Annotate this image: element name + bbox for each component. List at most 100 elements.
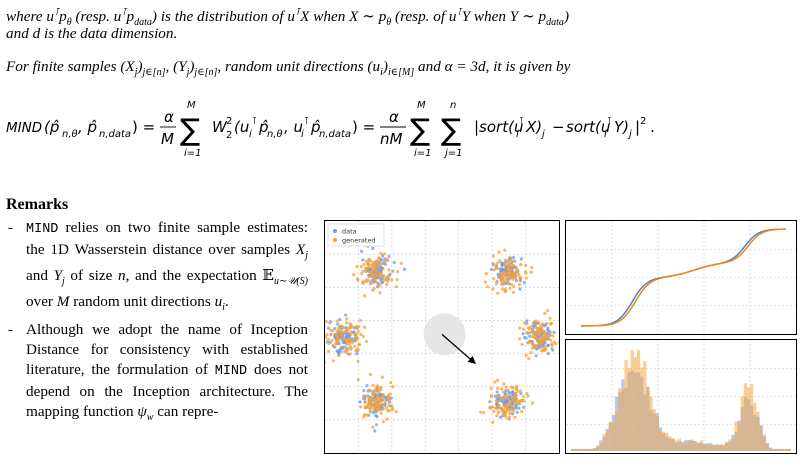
generated-point — [515, 389, 519, 394]
hist-bar-generated — [687, 441, 691, 451]
generated-point — [530, 401, 534, 405]
data-point — [383, 262, 388, 266]
svg-text:⊺: ⊺ — [252, 116, 257, 127]
legend-marker-generated — [333, 238, 337, 242]
svg-text:, u: , u — [284, 118, 303, 136]
generated-point — [492, 409, 496, 413]
scatter-plot-panel: data generated — [324, 220, 560, 454]
generated-point — [521, 327, 526, 331]
generated-point — [394, 284, 398, 289]
generated-point — [375, 408, 379, 413]
generated-point — [330, 338, 334, 343]
generated-point — [380, 262, 385, 266]
generated-point — [489, 386, 493, 391]
generated-point — [364, 259, 369, 263]
generated-point — [520, 342, 524, 347]
svg-text:|sort(u: |sort(u — [474, 118, 523, 136]
generated-point — [494, 266, 498, 270]
generated-point — [395, 278, 399, 282]
generated-point — [540, 345, 544, 349]
generated-point — [512, 272, 516, 276]
data-point — [528, 334, 532, 338]
hist-bar-generated — [611, 423, 615, 451]
generated-point — [361, 269, 365, 273]
generated-point — [387, 268, 391, 272]
generated-point — [325, 335, 328, 339]
generated-point — [356, 359, 360, 364]
data-point — [488, 400, 492, 404]
generated-point — [525, 331, 529, 335]
generated-point — [363, 400, 367, 404]
hist-bar-generated — [693, 441, 697, 451]
data-point — [326, 326, 331, 330]
generated-point — [515, 384, 519, 388]
generated-point — [345, 348, 349, 352]
svg-text:n,data: n,data — [319, 129, 351, 140]
svg-text:n,θ: n,θ — [62, 129, 78, 140]
generated-point — [362, 325, 367, 329]
hist-bar-generated — [690, 439, 694, 451]
generated-point — [548, 316, 552, 320]
generated-point — [333, 332, 337, 337]
generated-point — [339, 324, 343, 328]
generated-point — [525, 391, 529, 396]
generated-point — [535, 326, 539, 330]
generated-point — [521, 395, 526, 399]
generated-point — [508, 286, 512, 290]
generated-point — [517, 282, 522, 287]
svg-text:W: W — [212, 118, 228, 136]
data-point — [344, 313, 348, 317]
generated-point — [518, 402, 522, 406]
generated-point — [513, 275, 517, 279]
generated-point — [388, 392, 392, 396]
hist-bar-generated — [703, 443, 707, 451]
cdf-line-generated — [581, 228, 787, 327]
generated-point — [362, 262, 366, 267]
data-point — [507, 391, 511, 395]
generated-point — [367, 398, 371, 402]
hist-bar-generated — [765, 443, 769, 451]
generated-point — [355, 264, 359, 269]
generated-point — [354, 325, 358, 329]
generated-point — [550, 346, 554, 351]
hist-bar-generated — [772, 448, 776, 451]
generated-point — [359, 332, 363, 336]
data-point — [494, 264, 499, 268]
generated-point — [496, 386, 500, 390]
generated-point — [391, 406, 395, 411]
svg-text:M: M — [161, 130, 174, 148]
generated-point — [489, 406, 493, 410]
generated-point — [531, 331, 535, 335]
generated-point — [325, 324, 326, 328]
generated-point — [550, 342, 554, 346]
data-point — [521, 332, 525, 336]
generated-point — [386, 404, 391, 408]
generated-point — [535, 332, 539, 336]
generated-point — [518, 389, 523, 393]
hist-bar-generated — [737, 422, 741, 451]
hist-bar-generated — [699, 440, 703, 451]
data-point — [358, 400, 362, 404]
generated-point — [505, 278, 509, 282]
generated-point — [341, 337, 345, 341]
generated-point — [380, 403, 384, 407]
data-point — [522, 405, 526, 410]
hist-bar-generated — [665, 432, 669, 451]
hist-bar-generated — [725, 441, 729, 451]
hist-bar-generated — [605, 431, 609, 451]
generated-point — [366, 262, 370, 266]
hist-bar-generated — [734, 421, 738, 451]
generated-point — [512, 264, 516, 268]
generated-point — [378, 291, 382, 295]
generated-point — [545, 333, 549, 337]
data-point — [496, 272, 500, 276]
svg-text:j: j — [540, 129, 545, 140]
legend-box — [327, 223, 385, 247]
generated-point — [386, 396, 390, 400]
generated-point — [497, 250, 501, 254]
generated-point — [348, 321, 352, 326]
data-point — [338, 317, 342, 322]
generated-point — [363, 294, 367, 298]
remark-2: - Although we adopt the name of Inceptio… — [8, 321, 308, 424]
generated-point — [390, 278, 394, 282]
